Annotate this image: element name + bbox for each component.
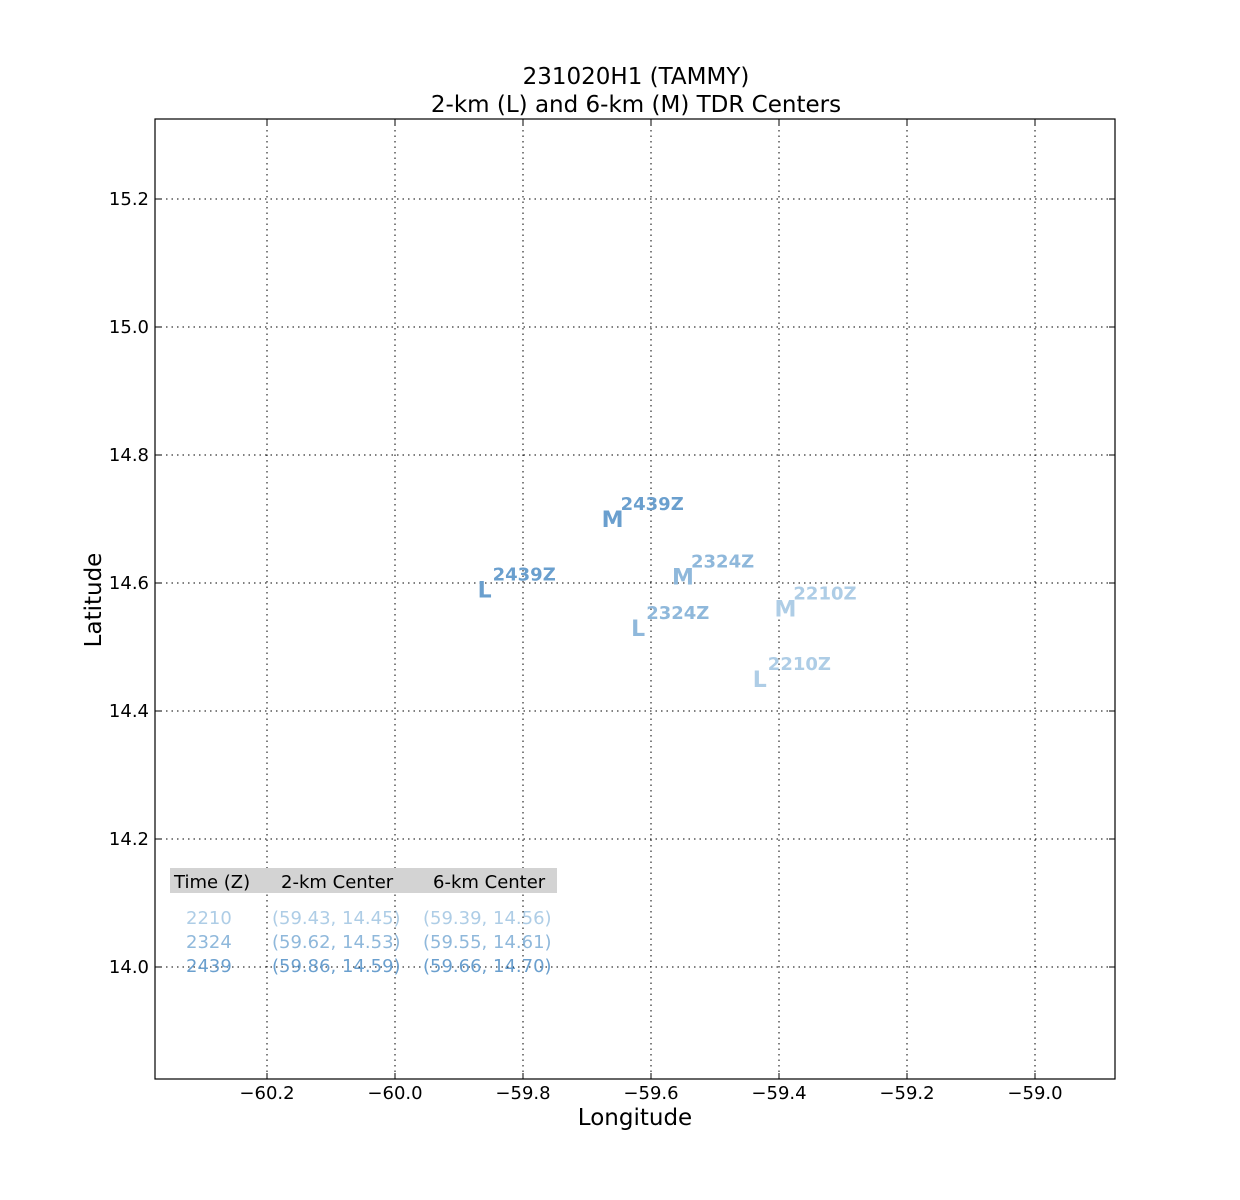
y-tick-label: 15.0 xyxy=(109,317,149,338)
y-tick-label: 14.4 xyxy=(109,701,149,722)
time-label-M-2324: 2324Z xyxy=(691,552,754,573)
plot-area-frame xyxy=(154,118,1116,1080)
center-table: Time (Z) 2-km Center 6-km Center 2210 (59… xyxy=(170,868,557,977)
time-label-M-2210: 2210Z xyxy=(793,584,856,605)
y-tick-label: 14.6 xyxy=(109,573,149,594)
x-tick-label: −60.0 xyxy=(367,1083,422,1104)
axis-ticks: −60.2 −60.0 −59.8 −59.6 −59.4 −59.2 −59.0 14.0 1… xyxy=(109,119,1115,1104)
table-header-6km: 6-km Center xyxy=(433,872,546,893)
table-header-background xyxy=(170,868,557,893)
time-label-M-2439: 2439Z xyxy=(621,494,684,515)
y-tick-label: 15.2 xyxy=(109,189,149,210)
time-label-L-2324: 2324Z xyxy=(646,603,709,624)
table-cell-time: 2439 xyxy=(186,956,232,977)
marker-M-2439: M xyxy=(602,508,624,533)
chart-title-line2: 2-km (L) and 6-km (M) TDR Centers xyxy=(431,92,841,118)
table-cell-2km-center: (59.43, 14.45) xyxy=(272,908,401,929)
table-cell-time: 2324 xyxy=(186,932,232,953)
chart-title-line1: 231020H1 (TAMMY) xyxy=(523,64,750,90)
y-tick-label: 14.0 xyxy=(109,957,149,978)
x-tick-label: −59.4 xyxy=(751,1083,806,1104)
grid-lines xyxy=(155,119,1115,1079)
x-tick-label: −60.2 xyxy=(239,1083,294,1104)
marker-M-2324: M xyxy=(672,566,694,591)
table-header-2km: 2-km Center xyxy=(281,872,394,893)
table-cell-time: 2210 xyxy=(186,908,232,929)
x-tick-label: −59.0 xyxy=(1007,1083,1062,1104)
marker-L-2324: L xyxy=(631,617,645,642)
x-tick-label: −59.2 xyxy=(879,1083,934,1104)
marker-M-2210: M xyxy=(774,598,796,623)
x-axis-label: Longitude xyxy=(578,1105,692,1131)
marker-L-2439: L xyxy=(478,578,492,603)
table-cell-2km-center: (59.86, 14.59) xyxy=(272,956,401,977)
table-cell-6km-center: (59.39, 14.56) xyxy=(423,908,552,929)
y-tick-label: 14.2 xyxy=(109,829,149,850)
time-label-L-2210: 2210Z xyxy=(768,654,831,675)
time-label-L-2439: 2439Z xyxy=(493,564,556,585)
x-tick-label: −59.8 xyxy=(495,1083,550,1104)
table-cell-6km-center: (59.55, 14.61) xyxy=(423,932,552,953)
table-cell-2km-center: (59.62, 14.53) xyxy=(272,932,401,953)
y-tick-label: 14.8 xyxy=(109,445,149,466)
table-header-time: Time (Z) xyxy=(173,872,250,893)
y-axis-label: Latitude xyxy=(81,553,107,648)
marker-L-2210: L xyxy=(753,668,767,693)
x-tick-label: −59.6 xyxy=(623,1083,678,1104)
table-cell-6km-center: (59.66, 14.70) xyxy=(423,956,552,977)
